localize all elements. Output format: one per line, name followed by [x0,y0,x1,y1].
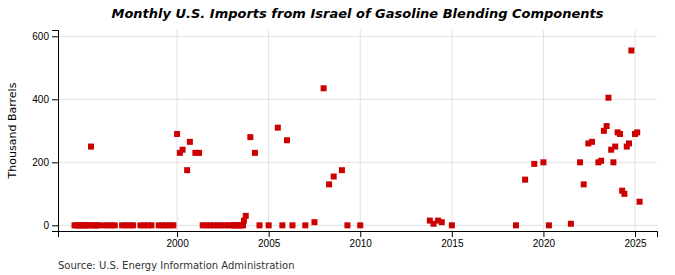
point [522,177,528,183]
tick-mark [52,99,58,100]
point [357,222,363,228]
point [148,222,154,228]
point [589,139,595,145]
point [581,181,587,187]
point [637,199,643,205]
point [184,167,190,173]
point [634,129,640,135]
point [531,161,537,167]
x-axis: 2000 2005 2010 2015 2020 2025 [59,231,658,249]
point [174,131,180,137]
tick: 2020 [533,231,556,249]
grid-line [360,30,361,231]
tick-label: 600 [32,31,49,42]
tick-mark [543,231,544,237]
grid-line [451,30,452,231]
point [266,222,272,228]
point [252,150,258,156]
tick-mark [52,225,58,226]
point [621,191,627,197]
tick: 2025 [624,231,647,249]
grid-line [268,30,269,231]
point [275,125,281,131]
point [196,150,202,156]
point [311,219,317,225]
point [610,159,616,165]
tick-label: 2020 [533,238,556,249]
tick-mark [360,231,361,237]
tick-mark [269,231,270,237]
point [243,213,249,219]
tick-label: 2005 [258,238,281,249]
point [568,221,574,227]
point [289,222,295,228]
point [605,95,611,101]
point [170,222,176,228]
point [598,158,604,164]
grid-line [58,99,657,100]
point [302,222,308,228]
point [279,222,285,228]
point [284,137,290,143]
tick-label: 200 [32,157,49,168]
tick: 2015 [441,231,464,249]
tick-label: 2010 [350,238,373,249]
point [326,181,332,187]
grid-line [543,30,544,231]
grid-line [58,36,657,37]
axis-line [52,31,59,232]
point [112,222,118,228]
point [604,123,610,129]
tick-mark [452,231,453,237]
tick: 2010 [350,231,373,249]
plot-area: 2000 2005 2010 2015 2020 2025 0 200 400 600 [32,30,657,249]
point [88,144,94,150]
axis-line [59,232,658,238]
tick: 2005 [258,231,281,249]
point [628,47,634,53]
tick-mark [635,231,636,237]
grid [58,30,657,231]
chart: 2000 2005 2010 2015 2020 2025 0 200 400 600 Monthl… [0,0,675,275]
tick-mark [177,231,178,237]
point [439,219,445,225]
point [449,222,455,228]
source-note: Source: U.S. Energy Information Administ… [58,260,295,271]
y-axis-title: Thousand Barrels [6,82,19,179]
point [339,167,345,173]
tick: 400 [32,94,58,105]
grid-line [58,162,657,163]
point [180,147,186,153]
title: Monthly U.S. Imports from Israel of Gaso… [111,6,603,21]
tick-label: 2000 [166,238,189,249]
points [71,47,642,228]
point [187,139,193,145]
point [331,173,337,179]
point [540,159,546,165]
tick: 2000 [166,231,189,249]
tick-label: 2025 [624,238,647,249]
tick-label: 0 [43,220,49,231]
point [247,134,253,140]
tick-mark [52,162,58,163]
point [130,222,136,228]
point [577,159,583,165]
point [256,222,262,228]
point [95,222,101,228]
point [546,222,552,228]
point [617,131,623,137]
tick: 600 [32,31,58,42]
tick-mark [52,36,58,37]
y-axis: 0 200 400 600 [32,31,58,232]
tick: 0 [43,220,58,231]
point [344,222,350,228]
point [626,140,632,146]
tick-label: 2015 [441,238,464,249]
tick: 200 [32,157,58,168]
point [612,144,618,150]
grid-line [177,30,178,231]
point [321,85,327,91]
tick-label: 400 [32,94,49,105]
point [513,222,519,228]
